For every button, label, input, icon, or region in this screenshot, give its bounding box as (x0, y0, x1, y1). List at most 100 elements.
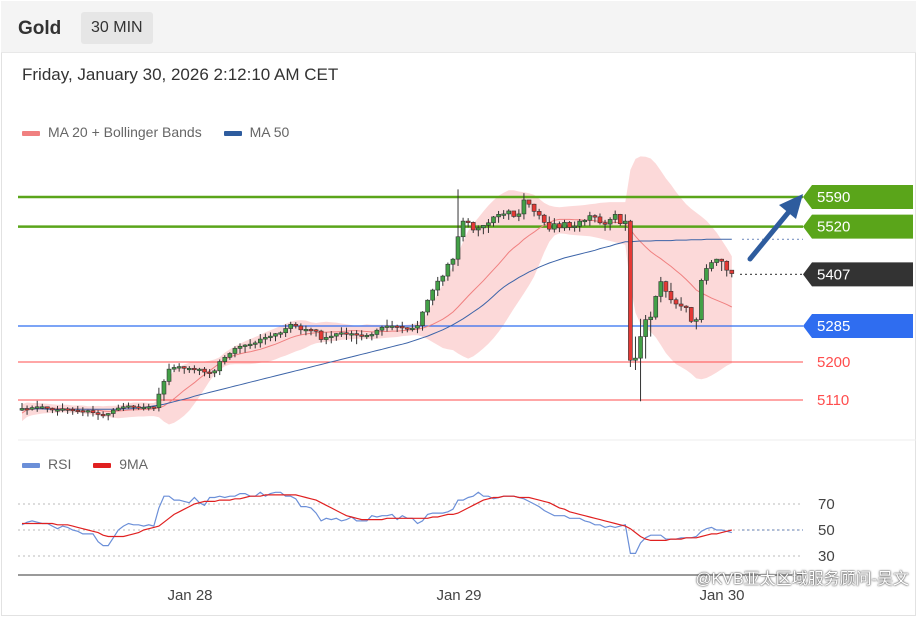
candle-body (567, 222, 572, 228)
candle-body (344, 332, 349, 335)
candle-body (516, 213, 522, 217)
candle-body (318, 330, 324, 340)
price-tag-5590 (803, 185, 913, 209)
candle-body (45, 406, 50, 409)
candle-body (465, 220, 471, 223)
price-label-5520: 5520 (817, 219, 850, 236)
price-label-5110: 5110 (817, 392, 849, 409)
candle-body (55, 409, 60, 412)
candle-body (445, 263, 451, 277)
candle-body (435, 280, 441, 291)
timestamp: Friday, January 30, 2026 2:12:10 AM CET (22, 65, 339, 84)
legend-swatch-ma50 (223, 130, 242, 136)
candle-body (668, 291, 674, 301)
ma20-line (21, 218, 733, 414)
legend-item-ma20[interactable]: MA 20 + Bollinger Bands (22, 124, 206, 140)
candle-body (24, 408, 30, 411)
legend-swatch-rsi (22, 462, 40, 468)
price-label-5590: 5590 (817, 189, 850, 206)
trend-arrow-head (779, 194, 803, 219)
legend-label-ma50: MA 50 (249, 124, 290, 140)
candle-body (237, 345, 243, 349)
candle-body (369, 334, 375, 337)
legend-label-ma20: MA 20 + Bollinger Bands (48, 124, 202, 140)
candle-body (263, 337, 268, 340)
candle-body (628, 220, 633, 361)
candle-body (719, 258, 724, 262)
candle-body (217, 361, 223, 372)
candle-body (475, 227, 481, 231)
x-tick-jan-28: Jan 28 (167, 587, 212, 604)
candle-body (420, 311, 425, 326)
candle-body (298, 325, 304, 331)
legend-swatch-9ma (93, 462, 112, 468)
candle-body (526, 199, 532, 205)
candle-body (481, 225, 486, 229)
candle-body (557, 223, 562, 229)
candle-body (694, 319, 699, 322)
candle-body (192, 367, 197, 371)
candle-body (491, 216, 496, 224)
price-label-5200: 5200 (817, 354, 850, 371)
legend-item-rsi[interactable]: RSI (22, 456, 75, 472)
candle-body (313, 329, 319, 332)
candle-body (90, 410, 96, 413)
candle-body (283, 328, 288, 334)
candle-body (171, 367, 177, 370)
candle-body (141, 406, 146, 409)
candle-body (105, 413, 111, 416)
candle-body (156, 393, 162, 408)
candle-body (709, 262, 714, 269)
candle-body (405, 327, 410, 330)
candle-body (460, 220, 466, 238)
candle-body (617, 214, 623, 224)
candle-body (415, 325, 420, 329)
candle-body (724, 260, 730, 271)
candle-body (308, 329, 314, 332)
candle-body (232, 348, 238, 354)
candle-body (136, 406, 141, 409)
candles (19, 189, 735, 421)
candle-body (673, 299, 679, 305)
candle-body (75, 409, 81, 412)
candle-body (592, 215, 598, 218)
candle-body (425, 299, 430, 313)
ma50-line (22, 238, 732, 410)
legend-item-ma50[interactable]: MA 50 (223, 124, 290, 140)
header-bar: Gold 30 MIN (1, 1, 916, 53)
candle-body (663, 281, 669, 292)
candle-body (166, 368, 172, 382)
timeframe-badge[interactable]: 30 MIN (81, 12, 153, 44)
candle-body (577, 220, 583, 227)
candle-body (440, 275, 446, 282)
candle-body (612, 214, 618, 220)
candle-body (506, 210, 512, 215)
candle-body (389, 325, 395, 328)
candle-body (359, 334, 364, 337)
legend-label-9ma: 9MA (119, 456, 149, 472)
candle-body (247, 343, 253, 346)
legend-label-rsi: RSI (48, 456, 72, 472)
candle-body (273, 333, 278, 337)
candle-body (161, 381, 167, 395)
candle-body (501, 213, 506, 216)
candle-body (410, 327, 415, 330)
candle-body (582, 219, 588, 223)
candle-body (678, 303, 684, 307)
candle-body (100, 414, 106, 417)
candle-body (486, 222, 491, 226)
candle-body (202, 368, 207, 373)
candle-body (607, 219, 613, 225)
candle-body (334, 333, 339, 337)
legend-item-9ma[interactable]: 9MA (93, 456, 148, 472)
candle-body (379, 326, 385, 331)
legend-swatch-ma20 (22, 130, 40, 136)
candle-body (34, 406, 40, 409)
candle-body (430, 289, 435, 301)
candle-body (455, 236, 461, 260)
trend-arrow-shaft (747, 205, 795, 262)
candle-body (597, 216, 603, 224)
candle-body (536, 211, 542, 216)
candle-body (714, 258, 719, 263)
candle-body (50, 408, 55, 411)
